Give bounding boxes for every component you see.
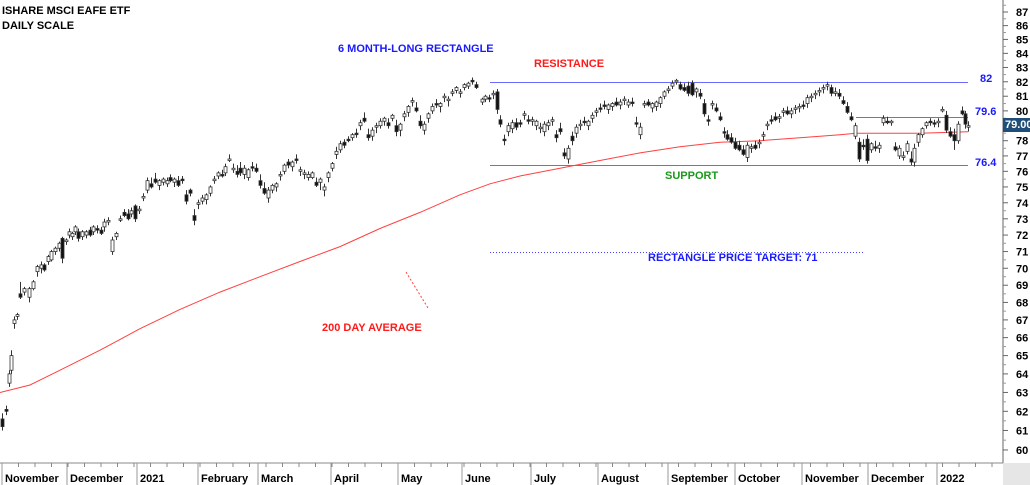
level-label-82: 82 xyxy=(980,73,993,85)
price-tick-label: 84 xyxy=(1016,48,1029,60)
price-tick-label: 80 xyxy=(1016,106,1028,118)
price-tick-label: 85 xyxy=(1016,34,1028,46)
price-tick-label: 69 xyxy=(1016,280,1028,292)
date-tick-label: July xyxy=(534,473,557,485)
price-tick-label: 81 xyxy=(1016,91,1028,103)
price-tick-label: 64 xyxy=(1016,369,1029,381)
chart-subtitle: DAILY SCALE xyxy=(2,20,75,32)
price-tick-label: 66 xyxy=(1016,333,1028,345)
resistance-annotation: RESISTANCE xyxy=(534,58,605,70)
price-tick-label: 65 xyxy=(1016,351,1028,363)
price-tick-label: 60 xyxy=(1016,445,1028,457)
price-tick-label: 82 xyxy=(1016,77,1028,89)
price-tick-label: 61 xyxy=(1016,425,1028,437)
price-tick-label: 76 xyxy=(1016,166,1028,178)
price-tick-label: 83 xyxy=(1016,62,1028,74)
price-tick-label: 77 xyxy=(1016,151,1028,163)
price-tick-label: 78 xyxy=(1016,136,1028,148)
chart-title: ISHARE MSCI EAFE ETF xyxy=(2,5,131,17)
price-tick-label: 75 xyxy=(1016,182,1028,194)
price-tick-label: 73 xyxy=(1016,214,1028,226)
price-axis: 60 61 62 63 64 65 66 67 68 69 70 71 72 73 74 75 76 77 78 79… xyxy=(1002,0,1029,463)
date-tick-label: March xyxy=(261,473,294,485)
last-price-badge: 79.00 xyxy=(1003,118,1030,132)
date-tick-label: May xyxy=(401,473,423,485)
price-tick-label: 72 xyxy=(1016,230,1028,242)
level-label-76-4: 76.4 xyxy=(975,157,997,169)
date-tick-label: October xyxy=(738,473,781,485)
price-candles xyxy=(0,77,971,431)
date-axis: November December 2021 February March April Ma… xyxy=(0,462,1030,485)
price-tick-label: 70 xyxy=(1016,263,1028,275)
ma-annotation-pointer xyxy=(405,271,429,309)
date-tick-label: 2021 xyxy=(140,473,164,485)
price-tick-label: 62 xyxy=(1016,406,1028,418)
moving-average-200-line xyxy=(0,131,969,393)
price-target-annotation: RECTANGLE PRICE TARGET: 71 xyxy=(648,252,818,264)
date-tick-label: November xyxy=(805,473,860,485)
horizontal-level-lines xyxy=(490,82,968,253)
rectangle-annotation: 6 MONTH-LONG RECTANGLE xyxy=(338,43,494,55)
date-tick-label: 2022 xyxy=(940,473,964,485)
date-tick-label: November xyxy=(5,473,60,485)
price-tick-label: 63 xyxy=(1016,387,1028,399)
date-tick-label: December xyxy=(871,473,925,485)
price-tick-label: 71 xyxy=(1016,247,1028,259)
date-tick-label: August xyxy=(601,473,639,485)
ma-annotation: 200 DAY AVERAGE xyxy=(322,322,422,334)
date-tick-label: December xyxy=(70,473,124,485)
date-tick-label: February xyxy=(201,473,249,485)
price-tick-label: 68 xyxy=(1016,297,1028,309)
support-annotation: SUPPORT xyxy=(665,170,719,182)
level-label-79-6: 79.6 xyxy=(975,106,997,118)
date-tick-label: April xyxy=(334,473,359,485)
price-tick-label: 87 xyxy=(1016,7,1028,19)
price-tick-label: 67 xyxy=(1016,315,1028,327)
date-tick-label: September xyxy=(671,473,729,485)
price-tick-label: 74 xyxy=(1016,198,1029,210)
date-tick-label: June xyxy=(465,473,491,485)
price-tick-label: 86 xyxy=(1016,21,1028,33)
